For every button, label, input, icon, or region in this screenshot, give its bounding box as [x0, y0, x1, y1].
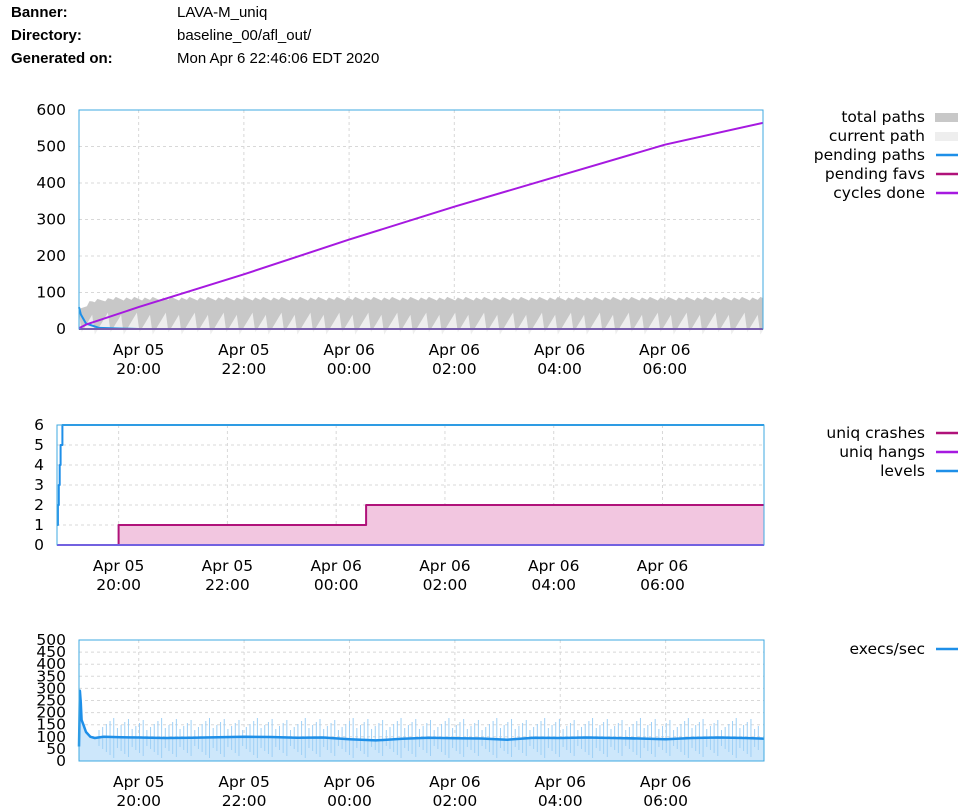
y-tick-label: 450: [36, 643, 66, 661]
x-tick-label: Apr 06: [535, 773, 586, 791]
y-tick-label: 5: [34, 436, 44, 454]
y-tick-label: 1: [34, 516, 44, 534]
x-tick-label: 00:00: [314, 576, 359, 594]
x-tick-label: Apr 06: [323, 341, 374, 359]
x-tick-label: Apr 06: [324, 773, 375, 791]
x-tick-label: 22:00: [222, 792, 267, 809]
x-tick-label: Apr 05: [113, 773, 164, 791]
legend-label: pending paths: [814, 146, 925, 164]
x-tick-label: Apr 06: [637, 557, 688, 575]
y-tick-label: 400: [36, 655, 66, 673]
x-tick-label: Apr 05: [113, 341, 164, 359]
legend-label: execs/sec: [850, 640, 925, 658]
y-tick-label: 300: [36, 211, 66, 229]
x-tick-label: Apr 06: [429, 773, 480, 791]
legend-swatch: [935, 132, 958, 141]
plot-frame: [56, 424, 765, 546]
uniq-crashes-fill: [57, 505, 764, 545]
plot-frame: [78, 109, 764, 330]
y-tick-label: 500: [36, 138, 66, 156]
legend-label: uniq hangs: [839, 443, 925, 461]
execs-sec-series: [77, 689, 765, 747]
y-tick-label: 350: [36, 667, 66, 685]
legend-label: cycles done: [833, 184, 925, 202]
y-tick-label: 250: [36, 692, 66, 710]
x-tick-label: Apr 06: [534, 341, 585, 359]
generated-value: Mon Apr 6 22:46:06 EDT 2020: [177, 50, 380, 67]
directory-label: Directory:: [11, 27, 82, 44]
x-tick-label: 04:00: [531, 576, 576, 594]
x-tick-label: 20:00: [116, 792, 161, 809]
legend-label: total paths: [841, 108, 925, 126]
x-tick-label: Apr 05: [202, 557, 253, 575]
y-tick-label: 500: [36, 631, 66, 649]
directory-value: baseline_00/afl_out/: [177, 27, 312, 44]
levels-series: [56, 424, 764, 526]
banner-value: LAVA-M_uniq: [177, 4, 268, 21]
x-tick-label: Apr 05: [93, 557, 144, 575]
x-tick-label: 06:00: [640, 576, 685, 594]
y-tick-label: 400: [36, 174, 66, 192]
x-tick-label: Apr 05: [218, 773, 269, 791]
y-tick-label: 4: [34, 456, 44, 474]
x-tick-label: 02:00: [423, 576, 468, 594]
x-tick-label: 00:00: [327, 792, 372, 809]
y-tick-label: 200: [36, 247, 66, 265]
x-tick-label: 00:00: [327, 360, 372, 378]
legend-label: current path: [829, 127, 925, 145]
current-path-series: [79, 312, 763, 335]
x-tick-label: 06:00: [643, 792, 688, 809]
banner-label: Banner:: [11, 4, 68, 21]
x-tick-label: 04:00: [538, 792, 583, 809]
legend-label: pending favs: [825, 165, 925, 183]
x-tick-label: 02:00: [432, 360, 477, 378]
x-tick-label: Apr 06: [310, 557, 361, 575]
x-tick-label: 20:00: [116, 360, 161, 378]
x-tick-label: Apr 06: [419, 557, 470, 575]
legend-label: levels: [880, 462, 925, 480]
generated-label: Generated on:: [11, 50, 113, 67]
x-tick-label: 22:00: [222, 360, 267, 378]
plot-frame: [78, 639, 765, 762]
y-tick-label: 3: [34, 476, 44, 494]
y-tick-label: 600: [36, 101, 66, 119]
x-tick-label: Apr 06: [639, 341, 690, 359]
y-tick-label: 100: [36, 728, 66, 746]
x-tick-label: 06:00: [642, 360, 687, 378]
y-tick-label: 150: [36, 716, 66, 734]
execs-fill: [79, 690, 764, 761]
y-tick-label: 0: [56, 752, 66, 770]
y-tick-label: 200: [36, 704, 66, 722]
y-tick-label: 50: [46, 740, 66, 758]
x-tick-label: Apr 06: [528, 557, 579, 575]
x-tick-label: Apr 05: [218, 341, 269, 359]
y-tick-label: 6: [34, 416, 44, 434]
y-tick-label: 0: [56, 320, 66, 338]
y-tick-label: 300: [36, 679, 66, 697]
x-tick-label: 20:00: [96, 576, 141, 594]
x-tick-label: Apr 06: [429, 341, 480, 359]
y-tick-label: 2: [34, 496, 44, 514]
x-tick-label: Apr 06: [640, 773, 691, 791]
x-tick-label: 04:00: [537, 360, 582, 378]
legend-swatch: [935, 113, 958, 122]
x-tick-label: 22:00: [205, 576, 250, 594]
legend-label: uniq crashes: [826, 424, 925, 442]
x-tick-label: 02:00: [433, 792, 478, 809]
cycles-done-series: [78, 121, 764, 330]
y-tick-label: 0: [34, 536, 44, 554]
y-tick-label: 100: [36, 284, 66, 302]
